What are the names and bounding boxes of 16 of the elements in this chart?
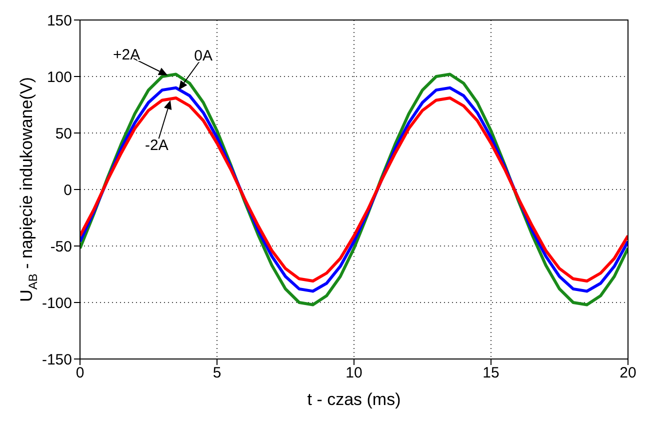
annotation: +2A — [113, 46, 140, 64]
x-tick-label: 0 — [76, 364, 84, 382]
y-tick-label: -50 — [50, 238, 72, 256]
x-axis-title: t - czas (ms) — [307, 390, 401, 409]
x-tick-label: 20 — [620, 364, 636, 382]
annotation: -2A — [145, 136, 168, 154]
y-tick-label: 50 — [55, 125, 72, 142]
x-tick-label: 10 — [346, 364, 362, 382]
y-tick-label: -100 — [42, 294, 72, 312]
annotation: 0A — [194, 48, 212, 65]
y-tick-label: -150 — [42, 351, 72, 368]
x-tick-label: 5 — [212, 364, 222, 382]
y-tick-label: 150 — [46, 12, 72, 30]
y-tick-label: 100 — [46, 68, 72, 86]
y-tick-label: 0 — [64, 182, 72, 199]
x-tick-label: 15 — [482, 364, 500, 382]
